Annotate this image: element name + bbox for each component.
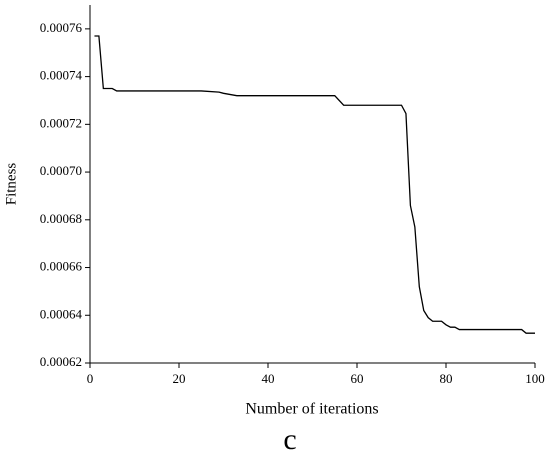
x-tick-label: 80 (440, 371, 453, 386)
y-tick-label: 0.00070 (40, 163, 82, 178)
y-tick-label: 0.00062 (40, 354, 82, 369)
y-tick-label: 0.00064 (40, 306, 83, 321)
x-axis-label: Number of iterations (245, 401, 378, 418)
x-tick-label: 100 (525, 371, 545, 386)
panel-label: c (283, 423, 296, 456)
y-axis-label: Fitness (3, 163, 19, 206)
y-tick-label: 0.00066 (40, 259, 83, 274)
y-tick-label: 0.00076 (40, 20, 83, 35)
line (94, 35, 535, 334)
y-tick-label: 0.00072 (40, 115, 82, 130)
x-tick-label: 60 (351, 371, 364, 386)
y-tick-label: 0.00068 (40, 211, 82, 226)
y-tick-label: 0.00074 (40, 68, 83, 83)
x-tick-label: 20 (173, 371, 186, 386)
x-tick-label: 40 (262, 371, 275, 386)
x-tick-label: 0 (87, 371, 94, 386)
